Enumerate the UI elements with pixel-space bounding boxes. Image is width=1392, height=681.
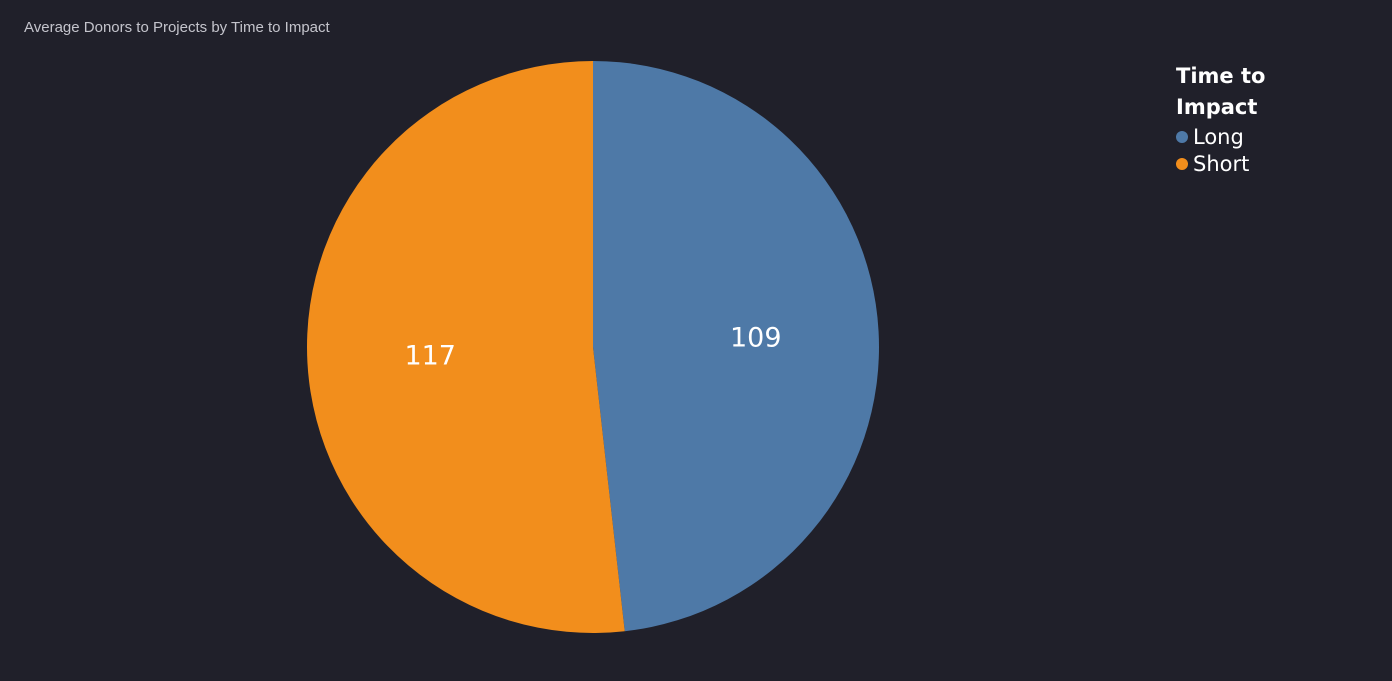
legend: Time to Impact Long Short <box>1176 61 1376 177</box>
data-label-short: 117 <box>404 341 456 372</box>
chart-title: Average Donors to Projects by Time to Im… <box>24 19 330 36</box>
legend-item-short[interactable]: Short <box>1176 150 1376 177</box>
pie-slices <box>306 61 879 634</box>
legend-swatch-short <box>1176 157 1188 170</box>
legend-swatch-long <box>1176 130 1188 143</box>
legend-label-long: Long <box>1193 124 1244 149</box>
legend-label-short: Short <box>1193 151 1250 176</box>
pie-slice-short[interactable] <box>306 61 625 634</box>
legend-item-long[interactable]: Long <box>1176 123 1376 150</box>
data-label-long: 109 <box>730 322 782 353</box>
pie-data-labels: 109 117 <box>404 322 781 371</box>
legend-title: Time to Impact <box>1176 64 1266 119</box>
pie-slice-long[interactable] <box>593 61 879 632</box>
